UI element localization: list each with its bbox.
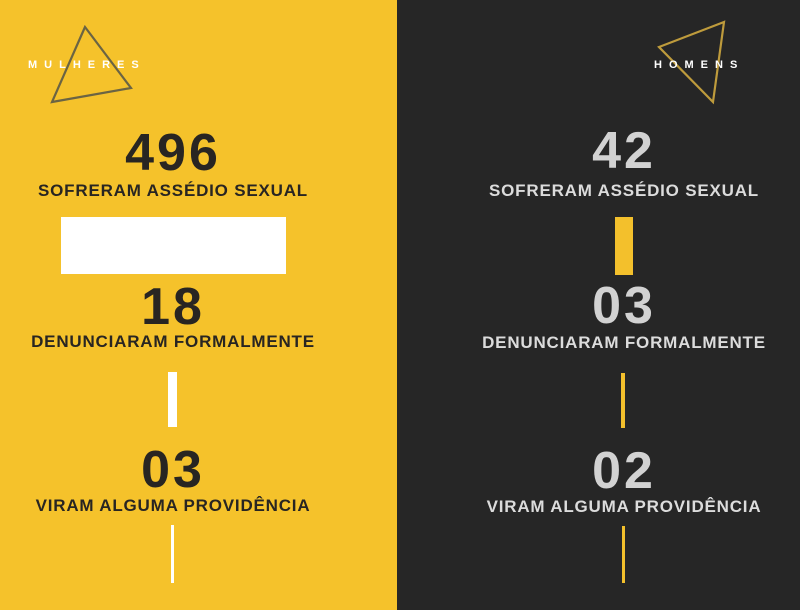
men-panel: HOMENS 42 SOFRERAM ASSÉDIO SEXUAL 03 DEN… [397,0,800,610]
men-denunciaram-line [621,373,625,428]
stat-value-men-providencia: 02 [592,442,656,500]
stat-value-women-providencia: 03 [141,441,205,499]
stat-value-women-sofreram: 496 [125,124,221,182]
panel-title-mulheres: MULHERES [28,59,146,71]
stat-label-women-sofreram: SOFRERAM ASSÉDIO SEXUAL [38,181,308,200]
triangle-outline-icon [50,24,133,104]
stat-value-women-denunciaram: 18 [141,278,205,336]
stat-label-women-denunciaram: DENUNCIARAM FORMALMENTE [31,332,315,351]
women-providencia-line [171,525,174,583]
men-providencia-line [622,526,625,583]
women-panel: MULHERES 496 SOFRERAM ASSÉDIO SEXUAL 18 … [0,0,397,610]
triangle-outline-icon [657,20,726,105]
men-sofreram-bar [615,217,633,275]
stat-value-men-sofreram: 42 [592,122,656,180]
panel-title-homens: HOMENS [654,59,745,71]
stat-label-men-sofreram: SOFRERAM ASSÉDIO SEXUAL [489,181,759,200]
women-sofreram-bar [61,217,286,274]
stat-label-men-providencia: VIRAM ALGUMA PROVIDÊNCIA [486,497,762,516]
stat-label-women-providencia: VIRAM ALGUMA PROVIDÊNCIA [35,496,311,515]
stat-value-men-denunciaram: 03 [592,277,656,335]
stat-label-men-denunciaram: DENUNCIARAM FORMALMENTE [482,333,766,352]
women-denunciaram-bar [168,372,177,427]
